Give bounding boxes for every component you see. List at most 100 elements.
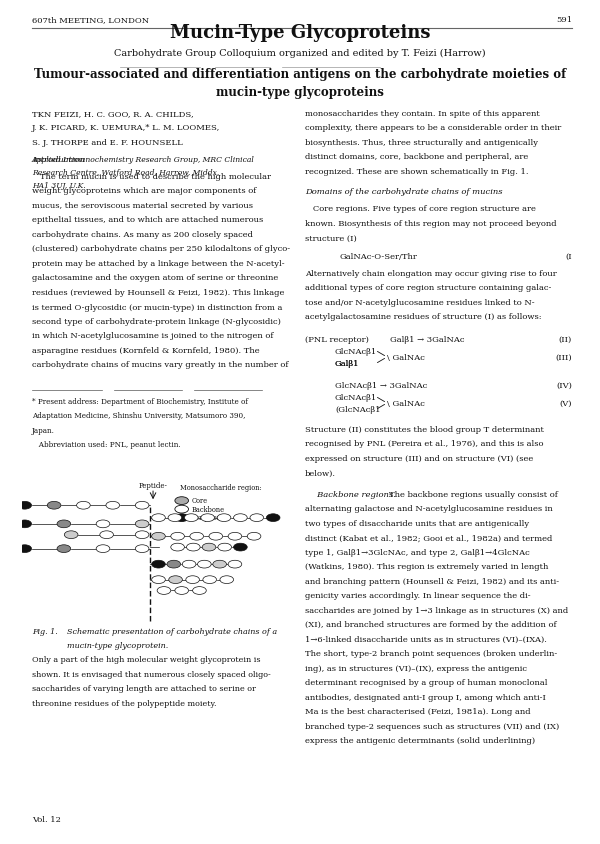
Text: Research Centre, Watford Road, Harrow, Middx.: Research Centre, Watford Road, Harrow, M… (32, 170, 219, 177)
Text: type 1, Galβ1→3GlcNAc, and type 2, Galβ1→4GlcNAc: type 1, Galβ1→3GlcNAc, and type 2, Galβ1… (305, 549, 530, 557)
Circle shape (197, 560, 211, 568)
Text: carbohydrate chains of mucins vary greatly in the number of: carbohydrate chains of mucins vary great… (32, 361, 289, 370)
Text: Core: Core (191, 497, 208, 506)
Circle shape (250, 514, 263, 522)
Text: GlcNAcβ1 → 3GalNAc: GlcNAcβ1 → 3GalNAc (335, 382, 427, 390)
Circle shape (209, 533, 223, 540)
Text: mucus, the seroviscous material secreted by various: mucus, the seroviscous material secreted… (32, 202, 253, 210)
Text: The backbone regions usually consist of: The backbone regions usually consist of (305, 491, 558, 499)
Text: Core regions. Five types of core region structure are: Core regions. Five types of core region … (305, 205, 536, 214)
Text: (V): (V) (560, 400, 572, 408)
Text: below).: below). (305, 469, 336, 478)
Text: genicity varies accordingly. In linear sequence the di-: genicity varies accordingly. In linear s… (305, 592, 530, 600)
Text: is termed O-glycosidic (or mucin-type) in distinction from a: is termed O-glycosidic (or mucin-type) i… (32, 304, 283, 311)
Text: Monosaccharide region:: Monosaccharide region: (181, 484, 262, 492)
Circle shape (203, 576, 217, 583)
Text: distinct domains, core, backbone and peripheral, are: distinct domains, core, backbone and per… (305, 154, 528, 161)
Text: (XI), and branched structures are formed by the addition of: (XI), and branched structures are formed… (305, 621, 557, 630)
Text: 591: 591 (556, 16, 572, 24)
Text: Applied Immunochemistry Research Group, MRC Clinical: Applied Immunochemistry Research Group, … (32, 156, 255, 165)
Circle shape (201, 514, 214, 522)
Text: additional types of core region structure containing galac-: additional types of core region structur… (305, 284, 551, 293)
Text: asparagine residues (Kornfeld & Kornfeld, 1980). The: asparagine residues (Kornfeld & Kornfeld… (32, 347, 260, 355)
Circle shape (135, 520, 149, 528)
Circle shape (190, 533, 203, 540)
Text: express the antigenic determinants (solid underlining): express the antigenic determinants (soli… (305, 738, 535, 745)
Circle shape (96, 520, 110, 528)
Text: distinct (Kabat et al., 1982; Gooi et al., 1982a) and termed: distinct (Kabat et al., 1982; Gooi et al… (305, 534, 553, 543)
Text: Domains of the carbohydrate chains of mucins: Domains of the carbohydrate chains of mu… (305, 188, 503, 197)
Text: branched type-2 sequences such as structures (VII) and (IX): branched type-2 sequences such as struct… (305, 723, 559, 731)
Text: Backbone: Backbone (191, 506, 224, 514)
Text: (II): (II) (559, 336, 572, 344)
Circle shape (182, 560, 196, 568)
Text: (I: (I (565, 253, 572, 261)
Circle shape (18, 501, 32, 509)
Circle shape (228, 560, 242, 568)
Text: monosaccharides they contain. In spite of this apparent: monosaccharides they contain. In spite o… (305, 110, 540, 118)
Circle shape (167, 560, 181, 568)
Text: (clustered) carbohydrate chains per 250 kilodaltons of glyco-: (clustered) carbohydrate chains per 250 … (32, 246, 290, 253)
Text: The term mucin is used to describe the high molecular: The term mucin is used to describe the h… (32, 173, 271, 181)
Circle shape (57, 520, 71, 528)
Circle shape (106, 501, 119, 509)
Text: Japan.: Japan. (32, 427, 55, 435)
Circle shape (193, 587, 206, 594)
Circle shape (202, 544, 216, 551)
Text: (Watkins, 1980). This region is extremely varied in length: (Watkins, 1980). This region is extremel… (305, 564, 548, 571)
Circle shape (77, 501, 90, 509)
Circle shape (152, 560, 166, 568)
Circle shape (175, 587, 188, 594)
Text: complexity, there appears to be a considerable order in their: complexity, there appears to be a consid… (305, 125, 561, 133)
Text: protein may be attached by a linkage between the N-acetyl-: protein may be attached by a linkage bet… (32, 260, 284, 268)
Circle shape (18, 520, 32, 528)
Text: biosynthesis. Thus, three structurally and antigenically: biosynthesis. Thus, three structurally a… (305, 139, 538, 147)
Text: shown. It is envisaged that numerous closely spaced oligo-: shown. It is envisaged that numerous clo… (32, 671, 271, 679)
Text: threonine residues of the polypeptide moiety.: threonine residues of the polypeptide mo… (32, 700, 217, 708)
Circle shape (218, 544, 232, 551)
Text: Adaptation Medicine, Shinshu University, Matsumoro 390,: Adaptation Medicine, Shinshu University,… (32, 413, 245, 420)
Text: Peptide-: Peptide- (139, 482, 167, 490)
Text: Galβ1 → 3GalNAc: Galβ1 → 3GalNAc (390, 336, 464, 344)
Text: The short, type-2 branch point sequences (broken underlin-: The short, type-2 branch point sequences… (305, 651, 557, 658)
Text: Backbone regions.: Backbone regions. (305, 491, 396, 499)
Circle shape (175, 497, 188, 505)
Text: tose and/or N-acetylglucosamine residues linked to N-: tose and/or N-acetylglucosamine residues… (305, 299, 535, 307)
Circle shape (266, 514, 280, 522)
Circle shape (152, 576, 166, 583)
Circle shape (135, 501, 149, 509)
Text: (PNL receptor): (PNL receptor) (305, 336, 369, 344)
Text: residues (reviewed by Hounsell & Feizi, 1982). This linkage: residues (reviewed by Hounsell & Feizi, … (32, 289, 284, 297)
Text: Galβ1: Galβ1 (335, 360, 359, 368)
Circle shape (217, 514, 231, 522)
Text: J. K. PICARD, K. UEMURA,* L. M. LOOMES,: J. K. PICARD, K. UEMURA,* L. M. LOOMES, (32, 125, 220, 133)
Text: Schematic presentation of carbohydrate chains of a: Schematic presentation of carbohydrate c… (67, 628, 277, 636)
Text: recognised by PNL (Pereira et al., 1976), and this is also: recognised by PNL (Pereira et al., 1976)… (305, 441, 544, 448)
Text: Fig. 1.: Fig. 1. (32, 628, 63, 636)
Circle shape (169, 576, 182, 583)
Text: second type of carbohydrate-protein linkage (N-glycosidic): second type of carbohydrate-protein link… (32, 318, 281, 326)
Circle shape (135, 531, 149, 538)
Text: epithelial tissues, and to which are attached numerous: epithelial tissues, and to which are att… (32, 217, 263, 225)
Circle shape (168, 514, 182, 522)
Text: Structure (II) constitutes the blood group T determinant: Structure (II) constitutes the blood gro… (305, 426, 544, 434)
Text: antibodies, designated anti-I group I, among which anti-I: antibodies, designated anti-I group I, a… (305, 694, 546, 702)
Text: Ma is the best characterised (Feizi, 1981a). Long and: Ma is the best characterised (Feizi, 198… (305, 708, 530, 717)
Circle shape (47, 501, 61, 509)
Circle shape (157, 587, 171, 594)
Circle shape (171, 544, 184, 551)
Text: alternating galactose and N-acetylglucosamine residues in: alternating galactose and N-acetylglucos… (305, 506, 553, 513)
Text: GlcNAcβ1: GlcNAcβ1 (335, 348, 377, 356)
Text: and branching pattern (Hounsell & Feizi, 1982) and its anti-: and branching pattern (Hounsell & Feizi,… (305, 578, 559, 586)
Text: mucin-type glycoproteins: mucin-type glycoproteins (216, 86, 384, 99)
Text: recognized. These are shown schematically in Fig. 1.: recognized. These are shown schematicall… (305, 168, 529, 176)
Circle shape (175, 514, 188, 522)
Circle shape (233, 544, 247, 551)
Circle shape (184, 514, 198, 522)
Circle shape (228, 533, 242, 540)
Text: \ GalNAc: \ GalNAc (387, 354, 425, 362)
Circle shape (64, 531, 78, 538)
Text: ing), as in structures (VI)–(IX), express the antigenic: ing), as in structures (VI)–(IX), expres… (305, 665, 527, 673)
Text: expressed on structure (III) and on structure (VI) (see: expressed on structure (III) and on stru… (305, 455, 533, 463)
Text: GalNAc-O-Ser/Thr: GalNAc-O-Ser/Thr (340, 253, 418, 261)
